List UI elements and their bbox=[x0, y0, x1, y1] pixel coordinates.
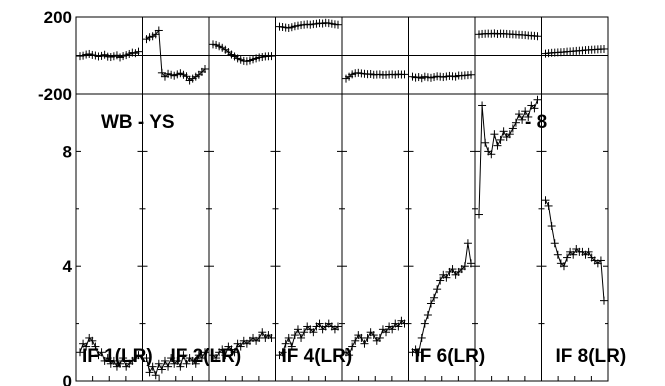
amplitude-tick-label: 8 bbox=[63, 142, 72, 161]
panel-texts: WB - YS - 8 bbox=[101, 112, 547, 133]
phase-series bbox=[76, 18, 608, 85]
phase-tick-label: 200 bbox=[44, 8, 72, 27]
amplitude-line bbox=[545, 199, 605, 301]
amplitude-tick-label: 0 bbox=[63, 372, 72, 386]
panel-labels: IF 1(LR) IF 2(LR) IF 4(LR) IF 6(LR) IF 8(LR) bbox=[82, 346, 626, 367]
panel-label: IF 4(LR) bbox=[282, 346, 353, 367]
amplitude-series bbox=[76, 95, 608, 380]
panel-label: IF 2(LR) bbox=[171, 346, 242, 367]
panel-label: IF 8(LR) bbox=[556, 346, 627, 367]
panel-label: IF 6(LR) bbox=[415, 346, 486, 367]
chart-title-secondary: - 8 bbox=[525, 112, 547, 133]
amplitude-tick-label: 4 bbox=[63, 257, 73, 276]
chart-title: WB - YS bbox=[101, 112, 175, 133]
panel-label: IF 1(LR) bbox=[82, 346, 153, 367]
tick-marks bbox=[76, 150, 608, 382]
phase-tick-label: -200 bbox=[38, 85, 72, 104]
y-tick-labels: 200 -200 0 4 8 bbox=[38, 8, 73, 386]
